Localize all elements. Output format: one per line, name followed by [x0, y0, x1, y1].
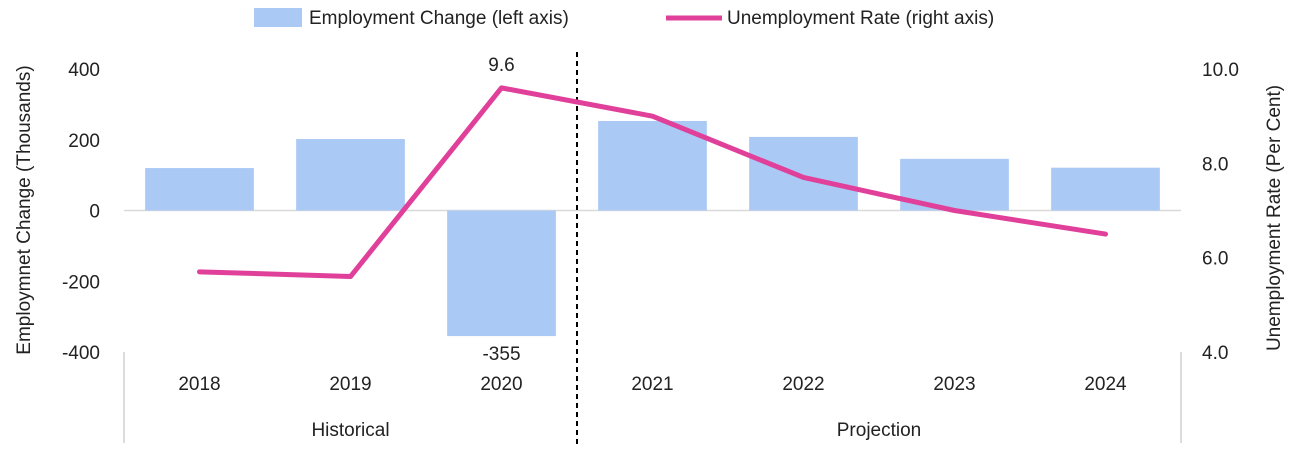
left-tick-label: -400 [62, 343, 100, 364]
right-tick-label: 6.0 [1202, 249, 1228, 270]
right-tick-label: 4.0 [1202, 343, 1228, 364]
left-tick-label: 0 [89, 202, 100, 223]
left-axis-title: Employmnet Change (Thousands) [14, 65, 35, 354]
category-label-2020: 2020 [480, 374, 522, 395]
employment-bar-2019 [296, 139, 405, 211]
data-label-unemployment-2020: 9.6 [488, 55, 514, 76]
legend: Employment Change (left axis) Unemploymen… [254, 8, 994, 29]
right-axis-title: Unemployment Rate (Per Cent) [1264, 85, 1285, 351]
left-tick-label: 400 [68, 60, 100, 81]
data-label-employment-2020: -355 [482, 344, 520, 365]
category-label-2023: 2023 [933, 374, 975, 395]
group-label-historical: Historical [311, 420, 389, 441]
category-label-2024: 2024 [1084, 374, 1127, 395]
right-tick-label: 8.0 [1202, 154, 1228, 175]
employment-bar-2021 [598, 121, 707, 211]
legend-label-employment: Employment Change (left axis) [309, 8, 569, 29]
employment-bar-2018 [145, 168, 254, 211]
left-tick-label: 200 [68, 131, 100, 152]
employment-bar-2022 [749, 136, 858, 211]
employment-bar-2020 [447, 210, 556, 337]
left-tick-label: -200 [62, 272, 100, 293]
category-label-2022: 2022 [782, 374, 824, 395]
unemployment-rate-line [197, 85, 1108, 280]
legend-label-unemployment: Unemployment Rate (right axis) [727, 8, 994, 29]
category-label-2021: 2021 [631, 374, 673, 395]
legend-swatch-employment [254, 8, 302, 27]
plot-area: 400 200 0 -200 -400 10.0 8.0 6.0 4.0 2018 2019 2020… [62, 52, 1239, 446]
group-label-projection: Projection [837, 420, 922, 441]
employment-bar-2024 [1051, 167, 1160, 211]
right-tick-label: 10.0 [1202, 60, 1239, 81]
category-label-2019: 2019 [329, 374, 371, 395]
category-label-2018: 2018 [178, 374, 220, 395]
